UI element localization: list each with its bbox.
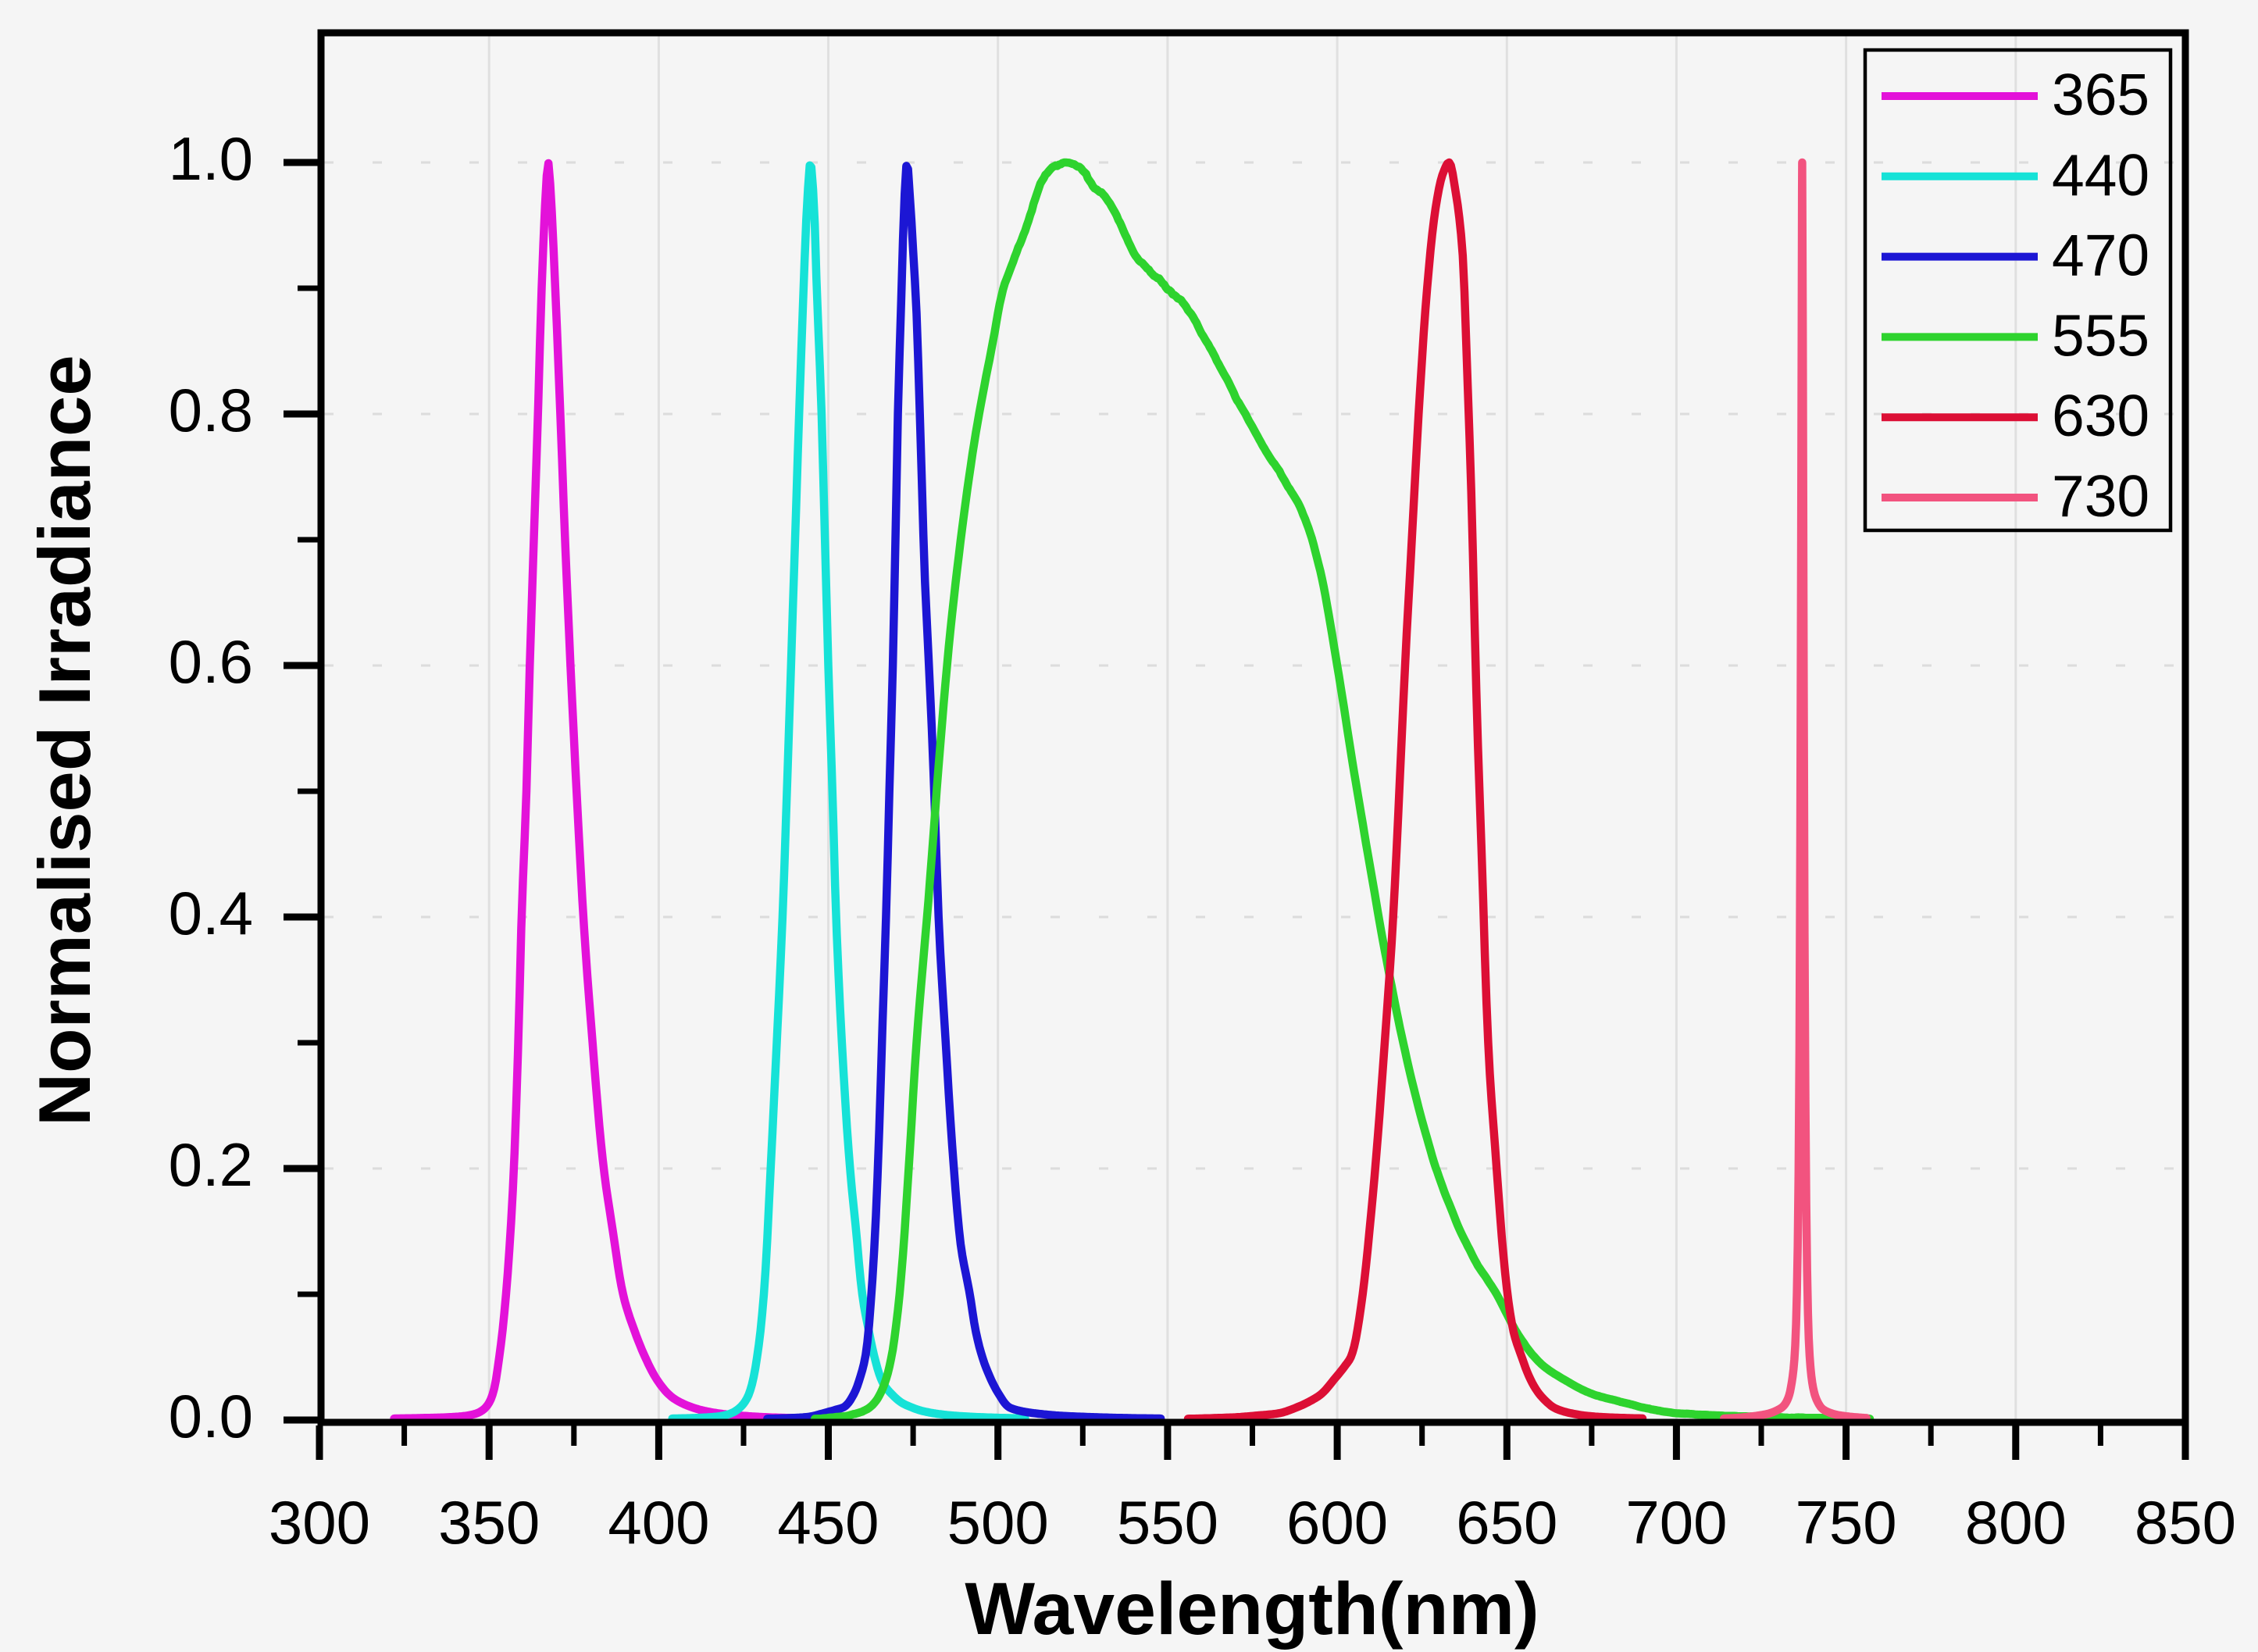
svg-text:Wavelength(nm): Wavelength(nm) xyxy=(965,1568,1539,1650)
svg-text:650: 650 xyxy=(1456,1488,1557,1557)
svg-text:470: 470 xyxy=(2052,223,2149,288)
svg-text:600: 600 xyxy=(1286,1488,1388,1557)
svg-text:700: 700 xyxy=(1625,1488,1727,1557)
svg-text:440: 440 xyxy=(2052,142,2149,208)
svg-text:0.8: 0.8 xyxy=(169,376,253,444)
svg-text:0.6: 0.6 xyxy=(169,627,253,696)
svg-text:555: 555 xyxy=(2052,302,2149,368)
svg-text:Normalised Irradiance: Normalised Irradiance xyxy=(23,355,105,1126)
svg-text:0.2: 0.2 xyxy=(169,1130,253,1199)
svg-text:800: 800 xyxy=(1965,1488,2067,1557)
svg-text:750: 750 xyxy=(1796,1488,1897,1557)
svg-text:550: 550 xyxy=(1117,1488,1218,1557)
svg-text:300: 300 xyxy=(269,1488,370,1557)
svg-text:630: 630 xyxy=(2052,383,2149,448)
svg-text:0.0: 0.0 xyxy=(169,1382,253,1450)
svg-text:350: 350 xyxy=(438,1488,540,1557)
svg-text:0.4: 0.4 xyxy=(169,879,253,947)
svg-text:500: 500 xyxy=(947,1488,1049,1557)
svg-text:1.0: 1.0 xyxy=(169,124,253,193)
svg-text:850: 850 xyxy=(2135,1488,2236,1557)
svg-text:400: 400 xyxy=(608,1488,709,1557)
svg-text:730: 730 xyxy=(2052,463,2149,529)
svg-text:450: 450 xyxy=(777,1488,879,1557)
svg-text:365: 365 xyxy=(2052,62,2149,127)
